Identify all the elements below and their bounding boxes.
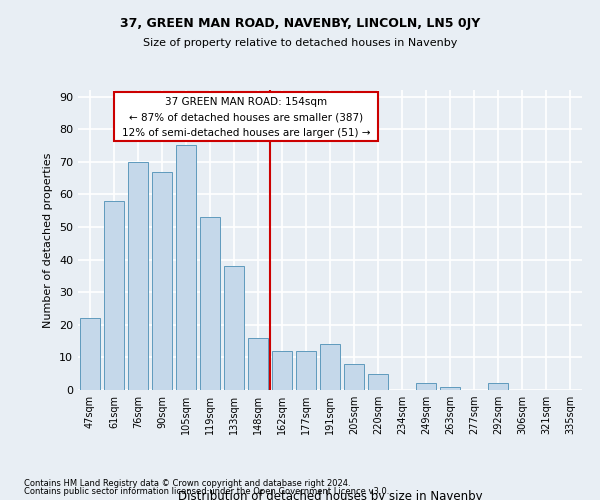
Bar (248, 338, 268, 390)
Bar (272, 351, 292, 390)
Text: 37, GREEN MAN ROAD, NAVENBY, LINCOLN, LN5 0JY: 37, GREEN MAN ROAD, NAVENBY, LINCOLN, LN… (120, 18, 480, 30)
Bar (176, 146, 196, 390)
Text: 12% of semi-detached houses are larger (51) →: 12% of semi-detached houses are larger (… (122, 128, 370, 138)
X-axis label: Distribution of detached houses by size in Navenby: Distribution of detached houses by size … (178, 490, 482, 500)
Text: ← 87% of detached houses are smaller (387): ← 87% of detached houses are smaller (38… (129, 112, 363, 122)
Text: Size of property relative to detached houses in Navenby: Size of property relative to detached ho… (143, 38, 457, 48)
Text: 37 GREEN MAN ROAD: 154sqm: 37 GREEN MAN ROAD: 154sqm (165, 96, 327, 106)
Bar (416, 384, 436, 390)
Bar (368, 374, 388, 390)
Bar (296, 351, 316, 390)
Bar (200, 217, 220, 390)
Bar (320, 344, 340, 390)
Text: Contains HM Land Registry data © Crown copyright and database right 2024.: Contains HM Land Registry data © Crown c… (24, 478, 350, 488)
Bar (488, 384, 508, 390)
Bar (104, 201, 124, 390)
Y-axis label: Number of detached properties: Number of detached properties (43, 152, 53, 328)
Bar (152, 172, 172, 390)
FancyBboxPatch shape (114, 92, 378, 140)
Bar (224, 266, 244, 390)
Bar (128, 162, 148, 390)
Bar (80, 318, 100, 390)
Bar (344, 364, 364, 390)
Text: Contains public sector information licensed under the Open Government Licence v3: Contains public sector information licen… (24, 487, 389, 496)
Bar (440, 386, 460, 390)
